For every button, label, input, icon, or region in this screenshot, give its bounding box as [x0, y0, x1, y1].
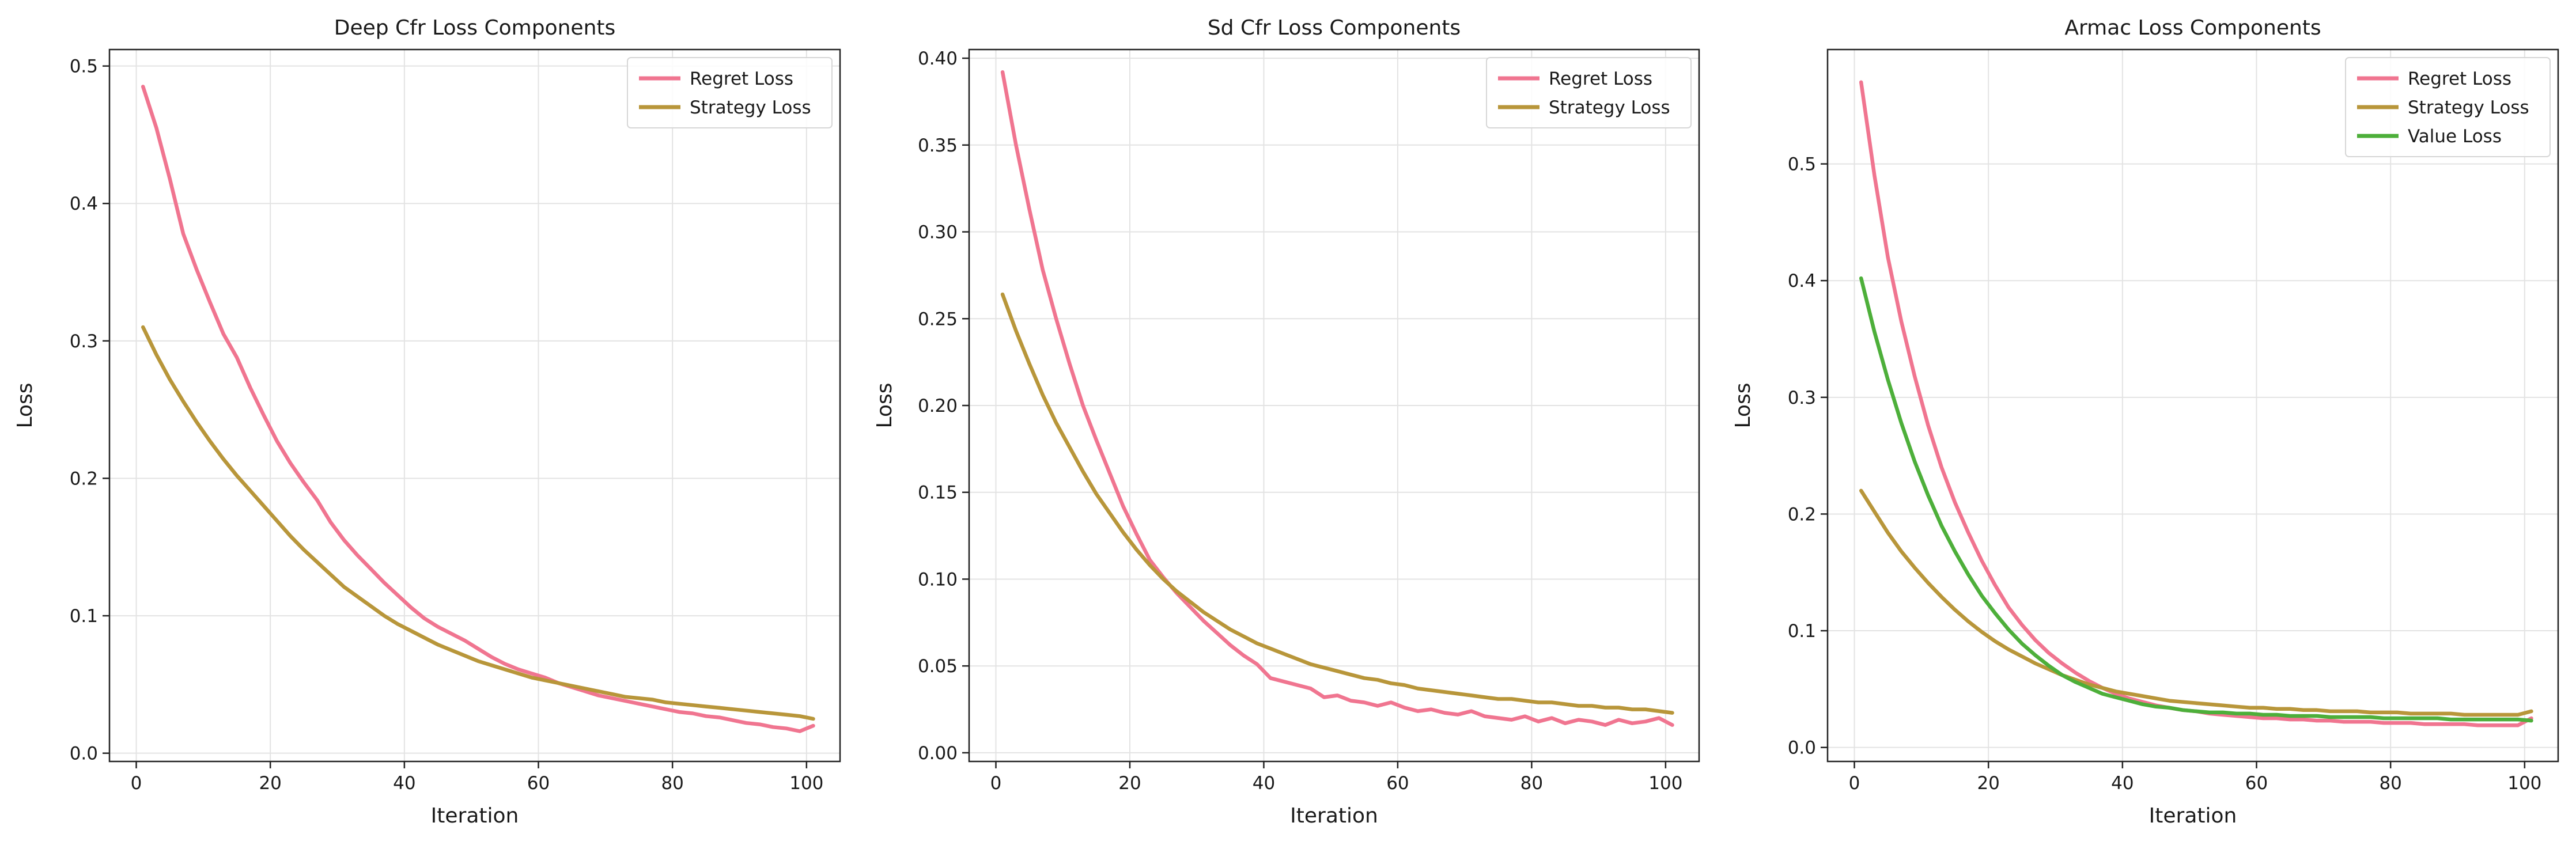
panel-3-ytick-label-0-1: 0.1: [1788, 621, 1816, 642]
panel-3-ytick-label-0-5: 0.5: [1788, 154, 1816, 175]
panel-2-xtick-label-0: 0: [990, 773, 1002, 794]
panel-1-ytick-label-0-5: 0.5: [70, 56, 98, 77]
panel-3-xtick-label-0: 0: [1849, 773, 1860, 794]
panel-3-xlabel: Iteration: [2149, 804, 2237, 828]
panel-3-ylabel: Loss: [1731, 383, 1755, 429]
panel-2-ytick-label-0-05: 0.05: [918, 656, 958, 677]
panel-2-ytick-label-0-00: 0.00: [918, 743, 958, 764]
panel-3-xtick-label-80: 80: [2379, 773, 2401, 794]
panel-2-ytick-label-0-10: 0.10: [918, 569, 958, 590]
panel-1-line-strategy-loss: [141, 325, 815, 721]
panel-2-legend-label-regret-loss: Regret Loss: [1549, 69, 1652, 89]
panel-2-line-regret-loss: [1000, 70, 1674, 727]
panel-1-ytick-label-0-0: 0.0: [70, 744, 98, 764]
panel-1-legend-label-strategy-loss: Strategy Loss: [690, 97, 811, 118]
panel-1-legend: Regret Loss Strategy Loss: [627, 57, 833, 128]
panel-1-ytick-label-0-2: 0.2: [70, 468, 98, 489]
panel-3-ytick-label-0-4: 0.4: [1788, 271, 1816, 291]
panel-3-legend-label-regret-loss: Regret Loss: [2408, 69, 2511, 89]
panel-3-legend: Regret Loss Strategy Loss Value Loss: [2345, 57, 2551, 157]
panel-2-title: Sd Cfr Loss Components: [1208, 16, 1461, 40]
panel-3-line-strategy-loss: [1859, 488, 2533, 717]
panel-3-line-value-loss: [1859, 276, 2533, 723]
panel-3-ytick-label-0-0: 0.0: [1788, 738, 1816, 759]
panel-2-legend-label-strategy-loss: Strategy Loss: [1549, 97, 1670, 118]
panel-1-xtick-label-0: 0: [131, 773, 142, 794]
panel-2-ytick-label-0-15: 0.15: [918, 483, 958, 503]
panel-3-xtick-label-100: 100: [2507, 773, 2541, 794]
panel-2-ytick-label-0-25: 0.25: [918, 309, 958, 329]
panel-2-ytick-label-0-20: 0.20: [918, 396, 958, 416]
panel-2-legend: Regret Loss Strategy Loss: [1486, 57, 1692, 128]
panel-2-xlabel: Iteration: [1290, 804, 1378, 828]
panel-3-ytick-label-0-2: 0.2: [1788, 504, 1816, 525]
panel-3-xtick-label-20: 20: [1977, 773, 1999, 794]
panel-1-legend-box: [627, 57, 833, 128]
panel-2-line-strategy-loss: [1000, 292, 1674, 715]
panel-3-legend-label-strategy-loss: Strategy Loss: [2408, 97, 2529, 118]
panel-3-legend-label-value-loss: Value Loss: [2408, 126, 2502, 147]
panel-1-ytick-label-0-3: 0.3: [70, 331, 98, 352]
panel-1-xtick-label-40: 40: [393, 773, 415, 794]
panel-3: 0 20 40 60 80 100 0.0 0.1 0.2 0.3 0.4 0.5 Armac Loss…: [1731, 16, 2559, 828]
panel-1-ytick-label-0-1: 0.1: [70, 606, 98, 627]
panel-2: 0 20 40 60 80 100 0.00 0.05 0.10 0.15 0.20 0.25 0.30…: [873, 16, 1700, 828]
panel-1-xtick-label-100: 100: [789, 773, 823, 794]
panel-1: 0 20 40 60 80 100 0.0 0.1 0.2 0.3 0.4 0.5 Deep Cfr L…: [13, 16, 841, 828]
panel-1-legend-label-regret-loss: Regret Loss: [690, 69, 793, 89]
panel-1-line-regret-loss: [141, 85, 815, 733]
panel-1-xtick-label-60: 60: [527, 773, 550, 794]
panel-2-xtick-label-60: 60: [1386, 773, 1409, 794]
panel-2-xtick-label-80: 80: [1520, 773, 1543, 794]
panel-3-line-regret-loss: [1859, 80, 2533, 727]
panel-3-plot-frame: [1826, 48, 2559, 763]
panel-1-xlabel: Iteration: [431, 804, 519, 828]
panel-1-xtick-label-20: 20: [259, 773, 281, 794]
panel-1-ytick-label-0-4: 0.4: [70, 194, 98, 214]
panel-3-xtick-label-60: 60: [2245, 773, 2268, 794]
panel-1-ylabel: Loss: [13, 383, 37, 429]
panel-2-ylabel: Loss: [873, 383, 897, 429]
panel-2-ytick-label-0-40: 0.40: [918, 48, 958, 69]
panel-3-xtick-label-40: 40: [2111, 773, 2134, 794]
panel-1-plot-frame: [108, 48, 841, 763]
panel-2-xtick-label-40: 40: [1253, 773, 1275, 794]
panel-3-ytick-label-0-3: 0.3: [1788, 388, 1816, 408]
panel-2-ytick-label-0-30: 0.30: [918, 222, 958, 243]
panel-1-xtick-label-80: 80: [661, 773, 683, 794]
panel-2-ytick-label-0-35: 0.35: [918, 135, 958, 156]
panel-2-legend-box: [1486, 57, 1692, 128]
panel-1-title: Deep Cfr Loss Components: [334, 16, 616, 40]
panel-2-xtick-label-100: 100: [1648, 773, 1682, 794]
panel-3-legend-box: [2345, 57, 2551, 157]
panel-3-title: Armac Loss Components: [2064, 16, 2321, 40]
panel-2-xtick-label-20: 20: [1118, 773, 1141, 794]
